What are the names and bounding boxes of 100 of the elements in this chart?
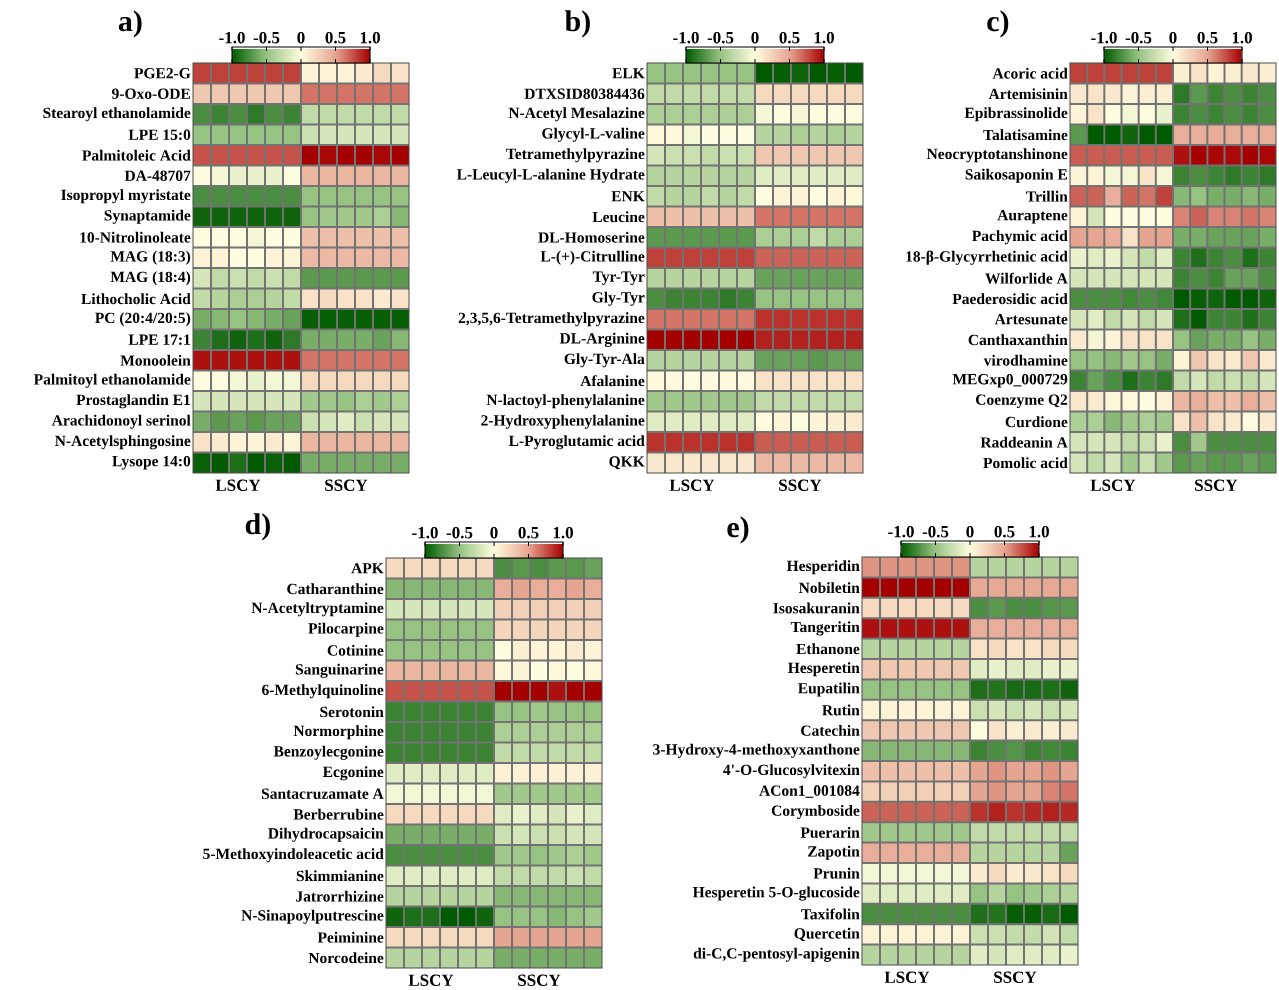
color-bar-label: 0.5 bbox=[1197, 31, 1218, 44]
y-tick-label: Palmitoleic Acid bbox=[82, 149, 191, 161]
y-tick-label: L-(+)-Citrulline bbox=[540, 250, 645, 265]
y-tick-label: Auraptene bbox=[997, 209, 1068, 224]
y-tick-label: Isosakuranin bbox=[773, 602, 860, 614]
y-tick-label: Prunin bbox=[813, 867, 860, 879]
y-tick-label: Lithocholic Acid bbox=[81, 293, 191, 305]
color-bar-label: -1.0 bbox=[1091, 31, 1117, 44]
y-tick-label: 4'-O-Glucosylvitexin bbox=[723, 764, 860, 779]
y-tick-label: Tangeritin bbox=[790, 621, 860, 636]
y-tick-label: Hesperetin 5-O-glucoside bbox=[692, 886, 860, 901]
y-tick-label: 6-Methylquinoline bbox=[262, 684, 384, 699]
color-bar-label: 1.0 bbox=[553, 526, 573, 539]
x-tick-label: SSCY bbox=[994, 971, 1037, 983]
y-tick-label: Corymboside bbox=[771, 804, 860, 820]
y-tick-label: MEGxp0_000729 bbox=[952, 373, 1068, 388]
color-bar-label: -0.5 bbox=[1125, 31, 1152, 44]
chart-title: c) bbox=[987, 10, 1009, 38]
y-tick-label: Lysope 14:0 bbox=[112, 455, 191, 470]
y-tick-label: Epibrassinolide bbox=[964, 107, 1068, 122]
y-tick-label: DA-48707 bbox=[124, 170, 191, 181]
y-tick-label: Sanguinarine bbox=[295, 663, 384, 678]
y-tick-label: DL-Homoserine bbox=[538, 231, 645, 243]
color-bar-label: -1.0 bbox=[888, 525, 914, 538]
y-tick-label: Cotinine bbox=[327, 644, 384, 656]
y-tick-label: di-C,C-pentosyl-apigenin bbox=[693, 947, 860, 962]
y-tick-label: ELK bbox=[612, 68, 645, 79]
x-tick-label: SSCY bbox=[325, 479, 368, 491]
y-tick-label: Coenzyme Q2 bbox=[976, 394, 1068, 409]
y-tick-label: 9-Oxo-ODE bbox=[112, 88, 191, 99]
y-tick-label: Berberrubine bbox=[293, 808, 384, 820]
y-tick-label: Artesunate bbox=[994, 314, 1068, 325]
y-tick-label: PC (20:4/20:5) bbox=[95, 312, 191, 327]
y-tick-label: Canthaxanthin bbox=[968, 334, 1068, 346]
x-tick-label: LSCY bbox=[408, 974, 454, 986]
y-tick-label: Paederosidic acid bbox=[952, 293, 1068, 305]
y-tick-label: 10-Nitrolinoleate bbox=[80, 231, 191, 243]
color-bar-label: 0 bbox=[1169, 31, 1177, 44]
x-tick-label: SSCY bbox=[1195, 479, 1238, 491]
x-tick-label: LSCY bbox=[669, 479, 715, 491]
y-tick-label: Hesperetin bbox=[788, 662, 860, 677]
y-tick-label: 18-β-Glycyrrhetinic acid bbox=[906, 250, 1068, 265]
x-tick-label: SSCY bbox=[779, 479, 822, 491]
y-tick-label: Acoric acid bbox=[992, 67, 1068, 79]
y-tick-label: Stearoyl ethanolamide bbox=[43, 107, 191, 122]
y-tick-label: Gly-Tyr-Ala bbox=[564, 353, 645, 368]
y-tick-label: N-Acetylsphingosine bbox=[55, 435, 191, 450]
y-tick-label: virodhamine bbox=[983, 354, 1068, 366]
chart-title: a) bbox=[118, 10, 142, 38]
y-tick-label: Arachidonoyl serinol bbox=[51, 414, 191, 429]
y-tick-label: 5-Methoxyindoleacetic acid bbox=[203, 848, 384, 863]
y-tick-label: ACon1_001084 bbox=[759, 785, 860, 798]
y-tick-label: Monoolein bbox=[120, 354, 191, 366]
y-tick-label: Rutin bbox=[822, 704, 860, 716]
y-tick-label: Pilocarpine bbox=[308, 622, 384, 637]
y-tick-label: MAG (18:3) bbox=[110, 250, 191, 265]
color-bar-label: -0.5 bbox=[707, 31, 734, 44]
y-tick-label: N-lactoyl-phenylalanine bbox=[486, 394, 645, 409]
color-bar-label: 0.5 bbox=[518, 526, 539, 539]
y-tick-label: Synaptamide bbox=[104, 209, 191, 224]
y-tick-label: Hesperidin bbox=[786, 560, 860, 575]
y-tick-label: APK bbox=[351, 563, 384, 574]
x-tick-label: LSCY bbox=[1090, 479, 1136, 491]
y-tick-label: Skimmianine bbox=[296, 870, 384, 882]
y-tick-label: Wilforlide A bbox=[985, 272, 1068, 284]
chart-title: b) bbox=[564, 10, 590, 38]
y-tick-label: Jatrorrhizine bbox=[296, 890, 384, 902]
color-bar-label: 0 bbox=[490, 526, 498, 539]
color-bar-label: -1.0 bbox=[219, 31, 245, 44]
y-tick-label: MAG (18:4) bbox=[110, 271, 191, 286]
y-tick-label: L-Pyroglutamic acid bbox=[508, 435, 645, 450]
y-tick-label: N-Acetyl Mesalazine bbox=[508, 107, 645, 122]
y-tick-label: Isopropyl myristate bbox=[61, 189, 191, 204]
color-bar-label: -0.5 bbox=[253, 31, 280, 44]
y-tick-label: 2,3,5,6-Tetramethylpyrazine bbox=[458, 312, 645, 327]
y-tick-label: Leucine bbox=[592, 211, 645, 223]
y-tick-label: Nobiletin bbox=[798, 582, 860, 594]
chart-title: e) bbox=[727, 516, 749, 544]
y-tick-label: LPE 15:0 bbox=[128, 129, 191, 140]
y-tick-label: DL-Arginine bbox=[559, 332, 645, 347]
y-tick-label: Eupatilin bbox=[798, 682, 860, 697]
y-tick-label: Neocryptotanshinone bbox=[926, 148, 1068, 163]
y-tick-label: Quercetin bbox=[794, 927, 860, 942]
color-bar-label: 1.0 bbox=[360, 31, 380, 44]
color-bar-label: 0 bbox=[297, 31, 305, 44]
color-bar-label: -0.5 bbox=[922, 525, 949, 538]
y-tick-label: ENK bbox=[611, 191, 645, 202]
color-bar-label: 0 bbox=[751, 31, 759, 44]
y-tick-label: L-Leucyl-L-alanine Hydrate bbox=[456, 168, 645, 183]
color-bar-label: 1.0 bbox=[814, 31, 834, 44]
y-tick-label: Afalanine bbox=[580, 375, 645, 387]
y-tick-label: Catharanthine bbox=[287, 583, 384, 595]
y-tick-label: Tyr-Tyr bbox=[592, 271, 645, 285]
x-tick-label: LSCY bbox=[215, 479, 261, 491]
color-bar-label: 0.5 bbox=[325, 31, 346, 44]
x-tick-label: LSCY bbox=[884, 971, 930, 983]
y-tick-label: Pachymic acid bbox=[972, 230, 1068, 245]
y-tick-label: PGE2-G bbox=[134, 68, 191, 79]
y-tick-label: Normorphine bbox=[293, 725, 384, 740]
y-tick-label: Gly-Tyr bbox=[592, 291, 645, 306]
